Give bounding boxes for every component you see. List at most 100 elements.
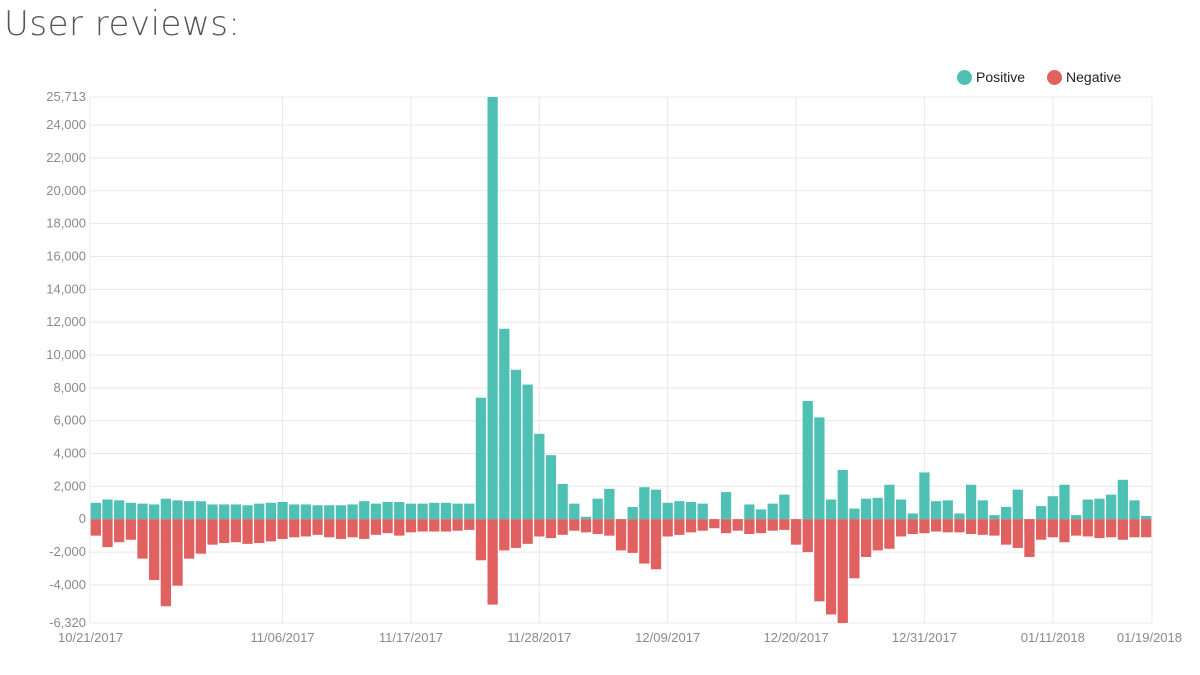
bar-negative <box>825 519 837 615</box>
bar-positive <box>405 503 417 520</box>
bar-negative <box>697 519 708 531</box>
bar-positive <box>697 503 708 520</box>
bar-negative <box>755 519 767 534</box>
bar-positive <box>452 503 463 520</box>
y-tick-label: 22,000 <box>46 150 86 165</box>
bar-negative <box>849 519 860 579</box>
bar-negative <box>405 519 417 533</box>
bar-negative <box>977 519 988 535</box>
bar-negative <box>650 519 662 570</box>
bar-positive <box>755 509 767 520</box>
bar-positive <box>872 497 883 520</box>
bar-positive <box>1012 489 1023 520</box>
bar-positive <box>382 501 393 520</box>
bar-negative <box>709 519 720 529</box>
bar-positive <box>802 400 813 520</box>
bar-positive <box>919 472 930 520</box>
bar-positive <box>499 328 510 520</box>
bar-positive <box>1129 500 1140 520</box>
bar-negative <box>1071 519 1082 536</box>
bar-positive <box>1059 484 1070 520</box>
bar-negative <box>604 519 615 536</box>
bar-negative <box>277 519 288 539</box>
x-tick-label: 12/09/2017 <box>635 630 700 645</box>
bar-positive <box>837 469 848 520</box>
bar-negative <box>219 519 230 544</box>
bar-negative <box>464 519 475 530</box>
bar-positive <box>219 504 230 520</box>
x-tick-label: 11/28/2017 <box>507 630 571 645</box>
y-tick-label: 12,000 <box>46 314 86 329</box>
bar-negative <box>499 519 510 551</box>
bar-negative <box>895 519 907 537</box>
bar-negative <box>884 519 895 549</box>
bar-negative <box>685 519 697 533</box>
bar-negative <box>429 519 440 532</box>
bar-positive <box>1141 515 1152 520</box>
y-tick-label: 18,000 <box>46 216 86 231</box>
bar-positive <box>172 500 183 520</box>
bar-positive <box>1000 506 1012 520</box>
bar-negative <box>102 519 113 548</box>
bar-positive <box>860 498 872 520</box>
bar-positive <box>744 504 755 520</box>
bar-negative <box>114 519 125 543</box>
bar-positive <box>989 515 1000 520</box>
bar-positive <box>545 455 557 520</box>
legend-dot-negative-icon <box>1047 69 1063 85</box>
bar-negative <box>230 519 242 543</box>
bar-positive <box>207 504 218 520</box>
bar-positive <box>464 503 475 520</box>
bar-negative <box>207 519 218 545</box>
bar-positive <box>942 500 953 520</box>
bar-positive <box>242 505 253 520</box>
x-tick-label: 12/20/2017 <box>764 630 829 645</box>
bar-negative <box>534 519 545 537</box>
x-tick-label: 11/17/2017 <box>379 630 443 645</box>
bar-positive <box>1117 479 1128 520</box>
bar-positive <box>265 502 277 520</box>
bar-negative <box>919 519 930 534</box>
bar-negative <box>487 519 498 605</box>
bar-positive <box>289 504 300 520</box>
bar-positive <box>1082 499 1093 520</box>
legend-item-positive[interactable]: Positive <box>957 69 1025 85</box>
bar-positive <box>674 501 685 520</box>
bar-negative <box>300 519 312 537</box>
bar-negative <box>1117 519 1128 540</box>
bar-positive <box>604 488 615 520</box>
bar-positive <box>347 504 358 520</box>
legend-item-negative[interactable]: Negative <box>1047 69 1121 85</box>
bar-negative <box>1000 519 1012 545</box>
bar-negative <box>615 519 627 551</box>
bar-positive <box>907 513 918 520</box>
bar-positive <box>1071 515 1082 520</box>
bar-negative <box>872 519 883 551</box>
bar-positive <box>1047 496 1058 520</box>
bar-positive <box>1035 506 1047 520</box>
bar-positive <box>370 503 382 520</box>
bar-positive <box>884 484 895 520</box>
bar-positive <box>569 503 580 520</box>
bar-negative <box>744 519 755 535</box>
bar-negative <box>930 519 942 532</box>
bar-positive <box>849 508 860 520</box>
bar-negative <box>989 519 1000 536</box>
bar-negative <box>1059 519 1070 543</box>
bar-negative <box>557 519 568 535</box>
bar-positive <box>930 501 942 520</box>
bar-negative <box>580 519 592 533</box>
bar-positive <box>639 487 650 520</box>
bar-positive <box>1094 498 1105 520</box>
page-title: User reviews: <box>4 4 241 44</box>
bar-negative <box>324 519 335 538</box>
bar-negative <box>417 519 428 532</box>
bar-negative <box>954 519 965 533</box>
bar-negative <box>172 519 183 586</box>
bar-positive <box>954 513 965 520</box>
bar-positive <box>417 503 428 520</box>
bar-negative <box>1082 519 1093 537</box>
bar-positive <box>825 499 837 520</box>
bar-positive <box>557 483 568 520</box>
bar-negative <box>242 519 253 544</box>
